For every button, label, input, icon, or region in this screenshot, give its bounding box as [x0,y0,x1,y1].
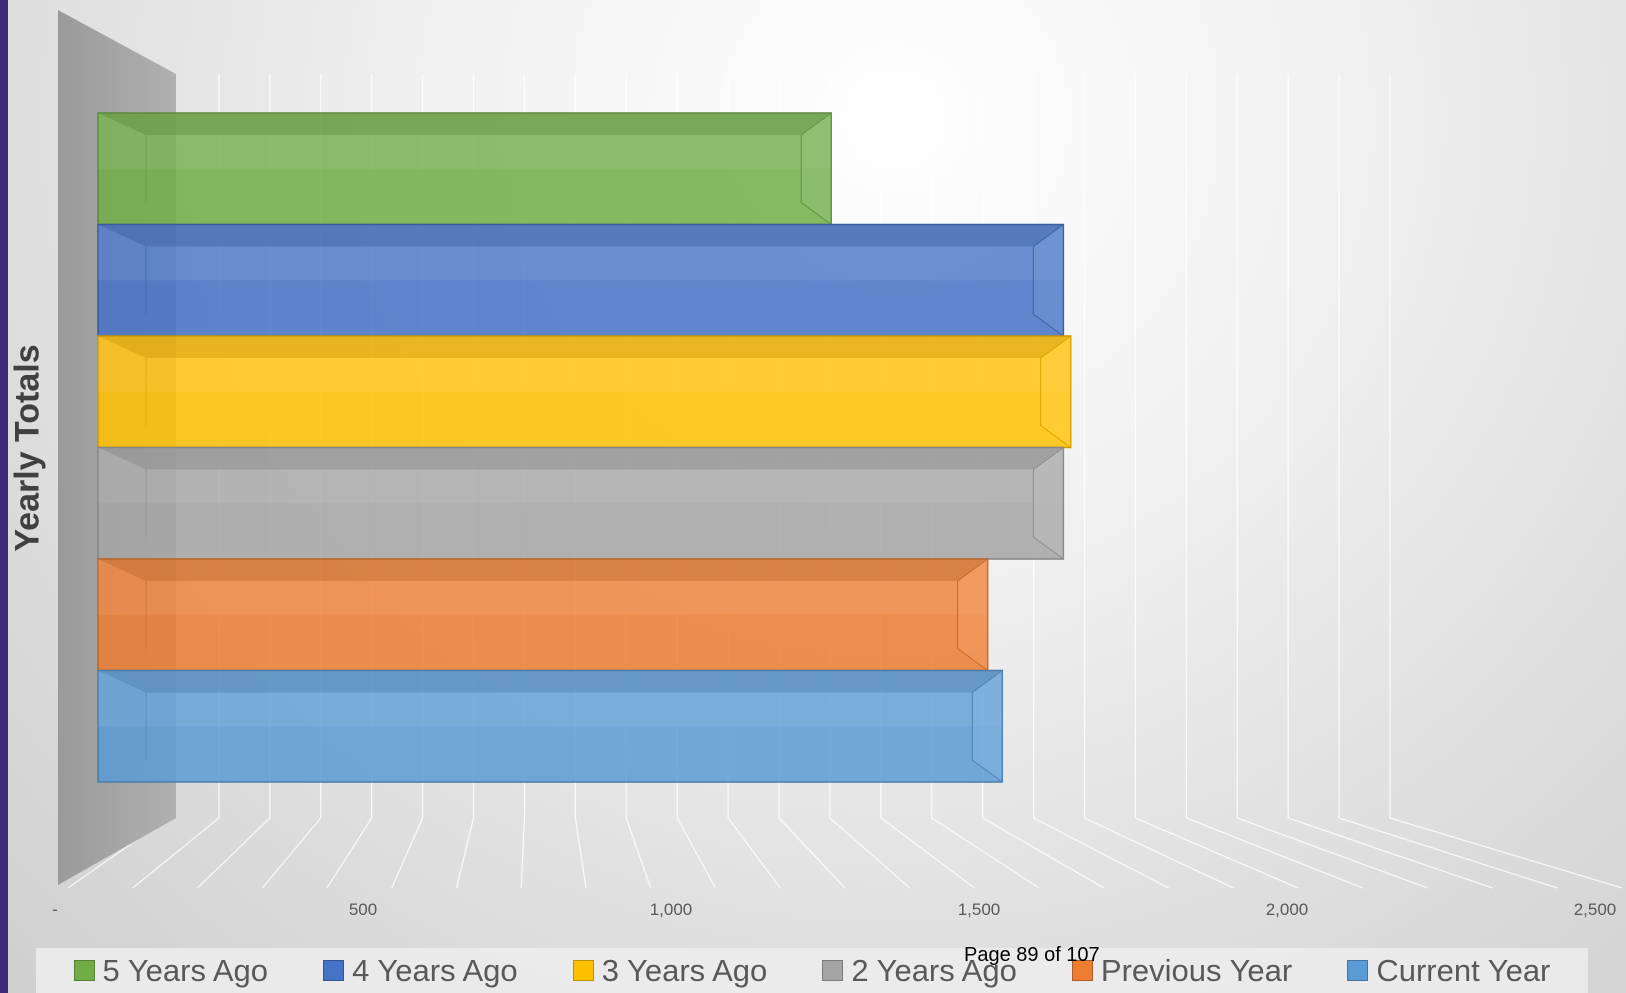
bar-end-face [1032,223,1064,337]
legend-item: Current Year [1347,953,1550,989]
floor-gridline [625,817,652,889]
legend-item: 3 Years Ago [572,952,768,989]
legend-label: Previous Year [1100,952,1293,988]
bar-end-face [1032,446,1064,560]
bar-highlight [98,559,988,615]
floor-gridline [1084,817,1234,889]
bar-end-face [1040,335,1072,449]
bar-inner-top [98,447,1064,470]
bar-inner-top [98,670,1003,693]
floor-gridline [1033,817,1170,889]
floor-gridline [520,817,526,889]
bar-current-year [97,669,1004,783]
floor-gridline [1237,817,1428,889]
bar-end-face [971,669,1003,783]
floor-gridline [778,817,846,889]
legend-label: 2 Years Ago [851,952,1017,988]
bars-group [97,112,1072,783]
left-border-strip [0,0,8,993]
bar-3-years-ago [97,335,1072,449]
floor-gridline [197,817,271,889]
legend-item: 2 Years Ago [822,953,1017,989]
legend-label: 5 Years Ago [102,952,269,988]
bar-highlight [98,224,1064,281]
floor-gridline [1135,817,1299,889]
legend-label: 3 Years Ago [601,952,768,988]
bar-front-face [97,112,832,226]
legend: 5 Years Ago 4 Years Ago 3 Years Ago 2 Years… [36,948,1588,993]
floor-gridline [132,817,220,889]
floor-gridline [829,817,911,889]
legend-item: 5 Years Ago [73,952,269,989]
legend-swatch [73,960,95,981]
bar-highlight [98,670,1003,727]
x-tick-label: 1,000 [650,900,693,919]
floor-gridline [1186,817,1364,889]
bar-front-face [97,558,989,672]
floor-gridline [326,817,373,889]
bar-end-face [800,112,832,226]
floor-gridline [261,817,322,889]
legend-item: Previous Year [1071,952,1293,989]
legend-swatch [1071,960,1093,981]
legend-swatch [822,960,844,981]
floor-gridline [1389,817,1623,889]
floor-gridline [880,817,975,889]
x-tick-label: - [52,900,58,919]
bar-5-years-ago [97,112,832,226]
floor-gridline [676,817,717,889]
bar-inner-top [98,113,832,135]
bar-front-face [97,335,1072,449]
legend-item: 4 Years Ago [323,953,518,989]
legend-swatch [1347,960,1369,981]
bar-front-face [97,223,1065,337]
bar-end-face [957,558,989,672]
floor-gridline [455,817,475,889]
bar-inner-top [98,559,988,581]
floor-gridline [391,817,424,889]
legend-label: Current Year [1376,952,1551,988]
bar-highlight [98,113,832,169]
legend-swatch [572,960,594,981]
floor-gridline [931,817,1040,889]
legend-label: 4 Years Ago [352,952,518,988]
x-tick-label: 1,500 [958,900,1001,919]
floor-gridline [1287,817,1493,889]
bar-2-years-ago [97,446,1065,560]
bar-inner-top [98,336,1071,358]
legend-swatch [323,960,345,981]
x-tick-label: 2,500 [1574,900,1617,919]
bar-front-face [97,446,1065,560]
x-tick-label: 500 [349,900,377,919]
bar-previous-year [97,558,989,672]
x-axis-tick-labels: - 500 1,000 1,500 2,000 2,500 [52,900,1616,919]
bar-front-face [97,669,1004,783]
x-tick-label: 2,000 [1266,900,1309,919]
floor-gridline [574,817,587,889]
floor-gridline [727,817,781,889]
y-axis-title: Yearly Totals [8,344,47,552]
page-number-label: Page 89 of 107 [964,944,1100,966]
floor-gridline [1338,817,1558,889]
bar-highlight [98,336,1071,392]
bar-highlight [98,447,1064,504]
bar-inner-top [98,224,1064,247]
floor-gridlines [67,817,1623,889]
floor-gridline [982,817,1105,889]
bar-4-years-ago [97,223,1065,337]
